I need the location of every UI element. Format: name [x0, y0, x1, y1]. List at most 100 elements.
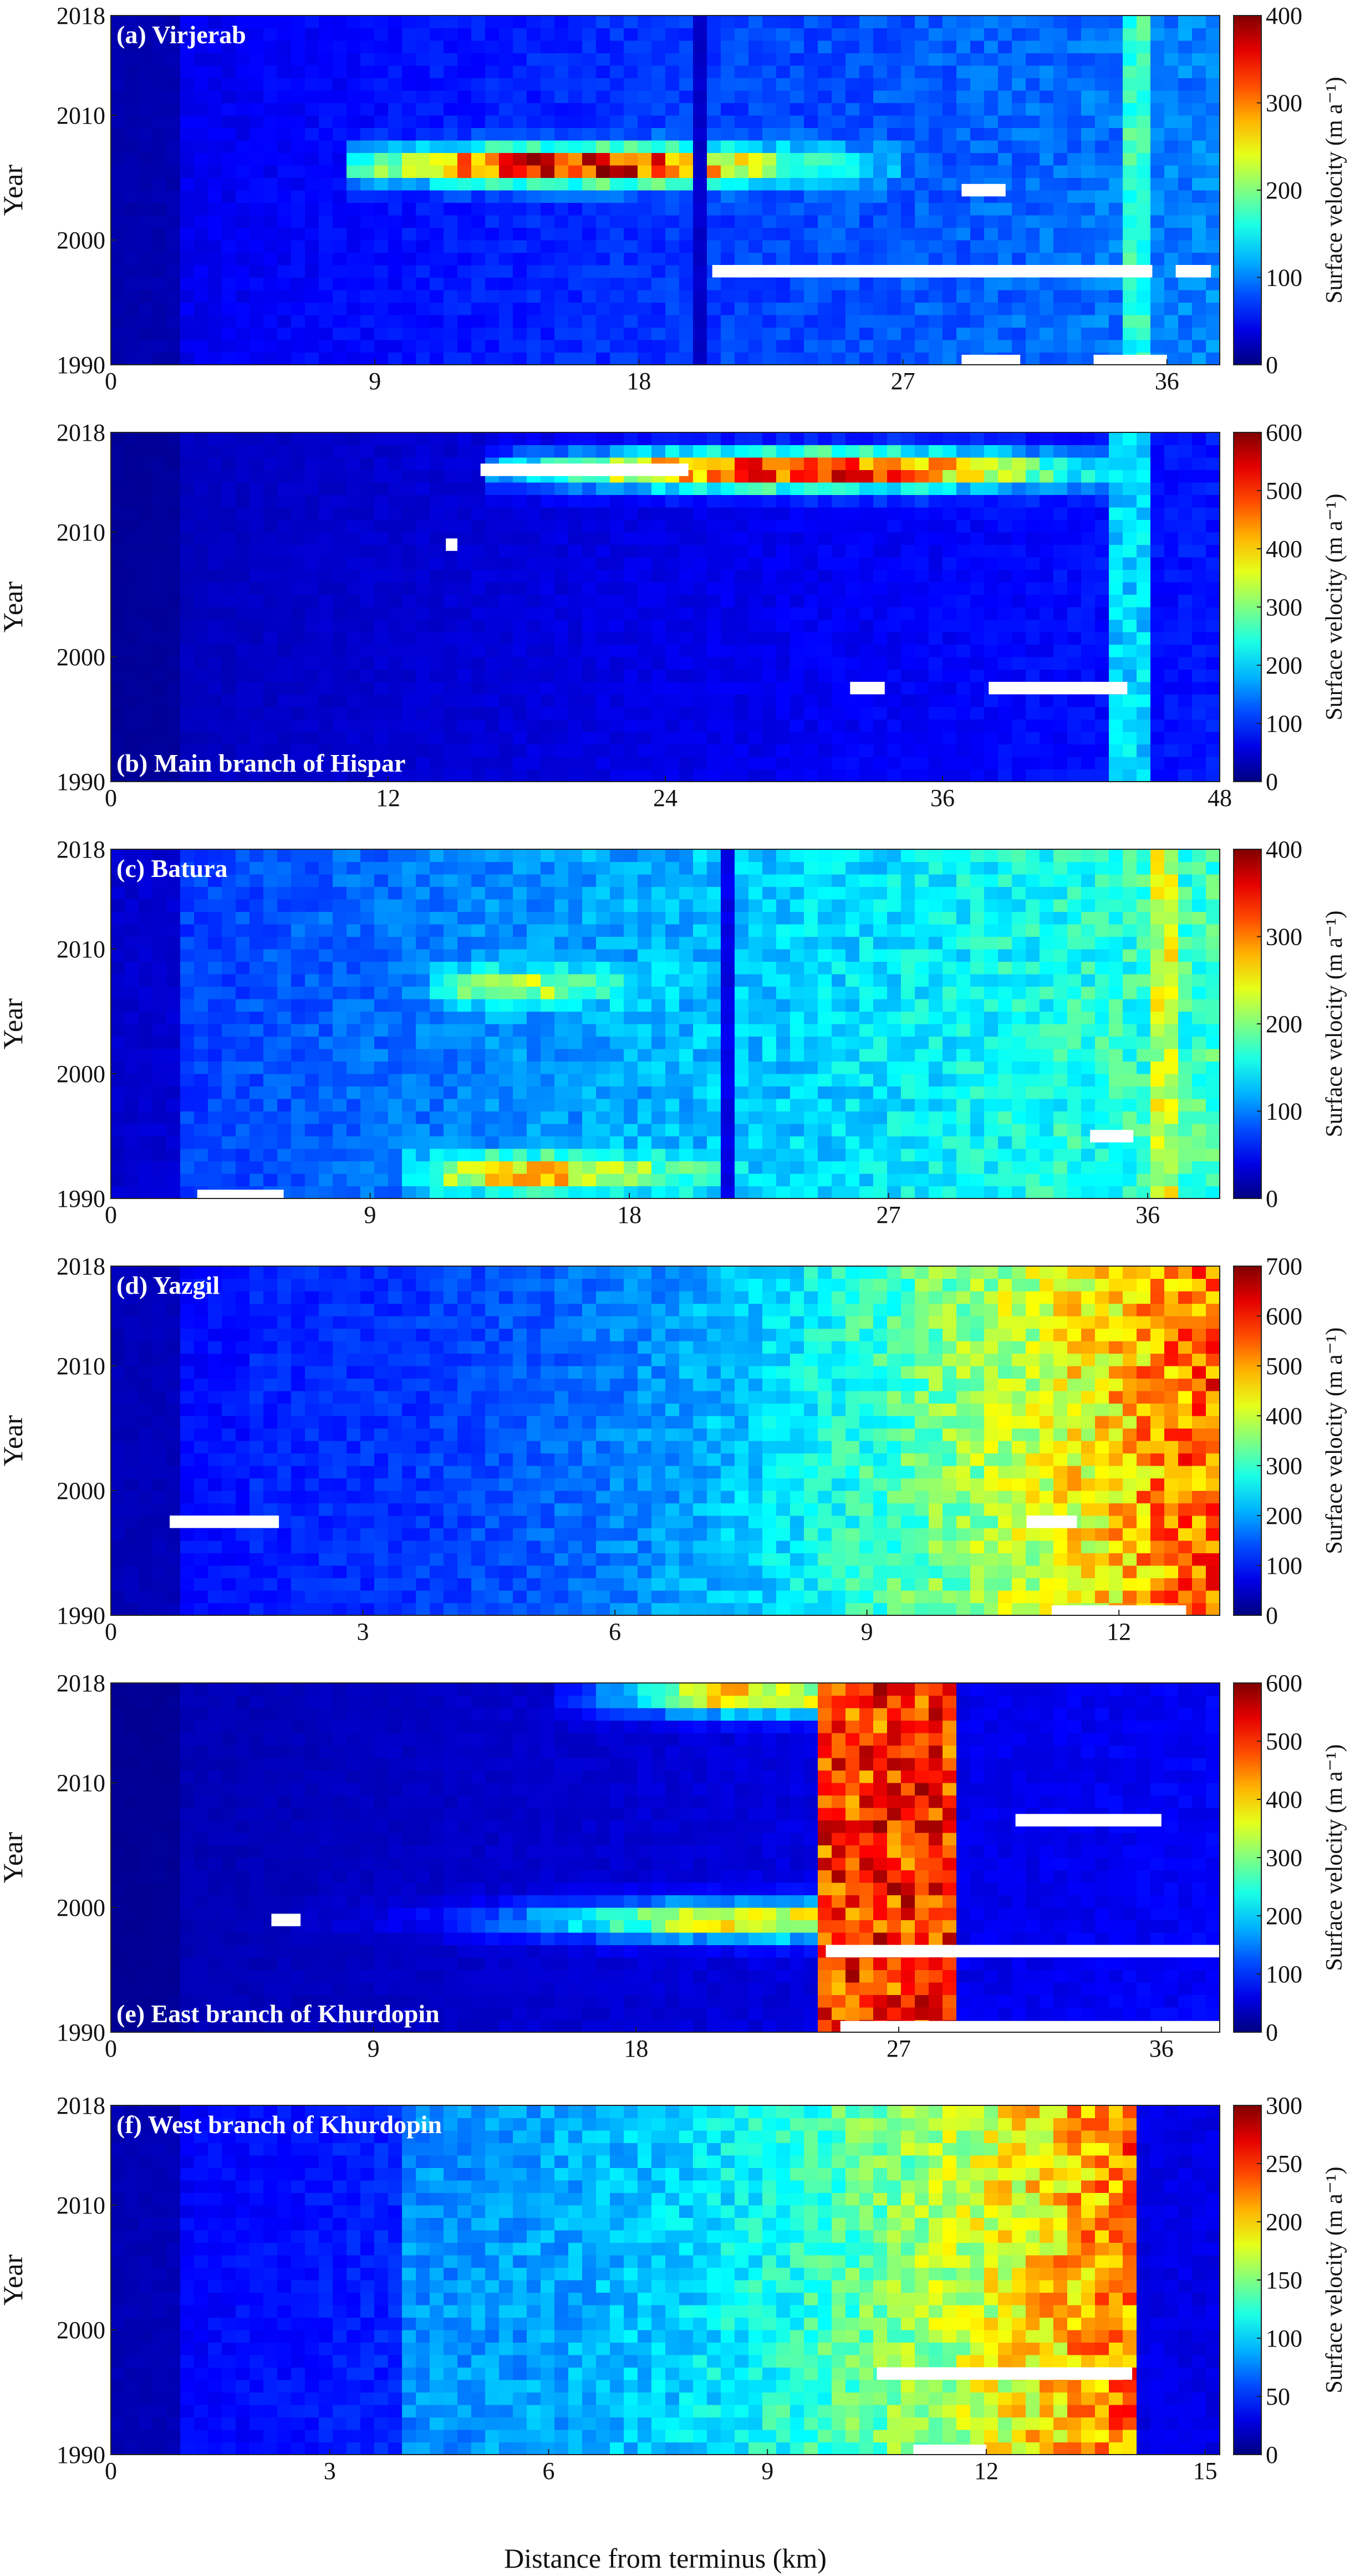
heatmap-cell: [319, 432, 333, 446]
heatmap-cell: [1095, 432, 1109, 446]
heatmap-cell: [360, 1149, 375, 1162]
heatmap-cell: [360, 327, 375, 340]
heatmap-cell: [291, 607, 305, 620]
heatmap-cell: [457, 202, 472, 216]
heatmap-cell: [471, 315, 486, 328]
heatmap-cell: [651, 519, 666, 533]
heatmap-cell: [887, 694, 901, 707]
heatmap-cell: [1109, 432, 1123, 446]
heatmap-cell: [1178, 190, 1193, 203]
heatmap-cell: [901, 707, 915, 720]
heatmap-cell: [499, 719, 513, 732]
heatmap-cell: [665, 340, 680, 353]
heatmap-cell: [776, 694, 791, 707]
heatmap-cell: [998, 557, 1012, 570]
heatmap-cell: [1067, 470, 1082, 483]
heatmap-cell: [845, 65, 860, 79]
heatmap-cell: [111, 277, 125, 290]
colorbar: [1233, 15, 1262, 365]
heatmap-cell: [291, 694, 305, 707]
heatmap-cell: [333, 582, 347, 595]
heatmap-cell: [776, 632, 791, 645]
heatmap-cell: [263, 165, 278, 178]
heatmap-cell: [1095, 202, 1109, 216]
heatmap-cell: [998, 569, 1012, 583]
heatmap-cell: [1137, 757, 1151, 770]
heatmap-cell: [665, 432, 680, 446]
heatmap-cell: [554, 352, 569, 365]
heatmap-cell: [845, 1149, 860, 1162]
heatmap-cell: [485, 290, 500, 303]
heatmap-cell: [956, 252, 971, 266]
heatmap-cell: [1178, 769, 1193, 782]
heatmap-cell: [624, 78, 638, 91]
heatmap-cell: [152, 569, 167, 583]
heatmap-cell: [887, 302, 901, 315]
heatmap-cell: [236, 470, 250, 483]
heatmap-cell: [333, 140, 347, 154]
heatmap-cell: [1123, 719, 1137, 732]
heatmap-cell: [194, 707, 208, 720]
heatmap-cell: [832, 78, 846, 91]
heatmap-cell: [707, 302, 721, 315]
heatmap-cell: [1095, 277, 1109, 290]
heatmap-cell: [111, 757, 125, 770]
heatmap-cell: [998, 165, 1012, 178]
heatmap-cell: [1067, 519, 1082, 533]
heatmap-cell: [956, 140, 971, 154]
heatmap-cell: [568, 719, 583, 732]
heatmap-cell: [1040, 582, 1054, 595]
heatmap-cell: [1192, 644, 1206, 657]
heatmap-cell: [222, 1174, 236, 1187]
heatmap-cell: [956, 65, 971, 79]
heatmap-cell: [139, 682, 153, 695]
heatmap-cell: [1081, 240, 1096, 253]
heatmap-cell: [554, 507, 569, 521]
heatmap-cell: [444, 115, 458, 129]
heatmap-cell: [610, 1136, 624, 1149]
heatmap-cell: [1040, 1161, 1054, 1174]
heatmap-cell: [693, 115, 707, 129]
heatmap-cell: [347, 28, 361, 41]
heatmap-cell: [790, 1161, 804, 1174]
heatmap-cell: [776, 202, 791, 216]
heatmap-cell: [319, 215, 333, 228]
heatmap-cell: [735, 482, 749, 496]
heatmap-cell: [347, 327, 361, 340]
heatmap-cell: [1164, 707, 1179, 720]
heatmap-cell: [1192, 190, 1206, 203]
heatmap-cell: [887, 315, 901, 328]
heatmap-cell: [624, 302, 638, 315]
heatmap-cell: [499, 744, 513, 757]
heatmap-cell: [984, 494, 999, 508]
heatmap-cell: [499, 557, 513, 570]
heatmap-cell: [125, 607, 139, 620]
heatmap-cell: [319, 40, 333, 54]
heatmap-cell: [457, 744, 472, 757]
colorbar-tick-label: 400: [1266, 2, 1302, 29]
heatmap-cell: [915, 494, 929, 508]
heatmap-cell: [970, 16, 985, 29]
heatmap-cell: [125, 202, 139, 216]
heatmap-cell: [1095, 302, 1109, 315]
heatmap-cell: [180, 432, 195, 446]
heatmap-cell: [541, 65, 555, 79]
heatmap-cell: [1053, 1136, 1068, 1149]
heatmap-cell: [139, 470, 153, 483]
heatmap-cell: [319, 152, 333, 166]
heatmap-cell: [735, 470, 749, 483]
heatmap-cell: [402, 140, 416, 154]
heatmap-cell: [1164, 457, 1179, 471]
heatmap-cell: [762, 53, 777, 66]
heatmap-cell: [707, 252, 721, 266]
heatmap-cell: [194, 202, 208, 216]
heatmap-cell: [333, 28, 347, 41]
heatmap-cell: [1067, 90, 1082, 104]
heatmap-cell: [249, 16, 264, 29]
heatmap-cell: [291, 532, 305, 545]
heatmap-cell: [1067, 1174, 1082, 1187]
heatmap-cell: [1164, 1161, 1179, 1174]
heatmap-cell: [943, 327, 957, 340]
heatmap-cell: [347, 557, 361, 570]
